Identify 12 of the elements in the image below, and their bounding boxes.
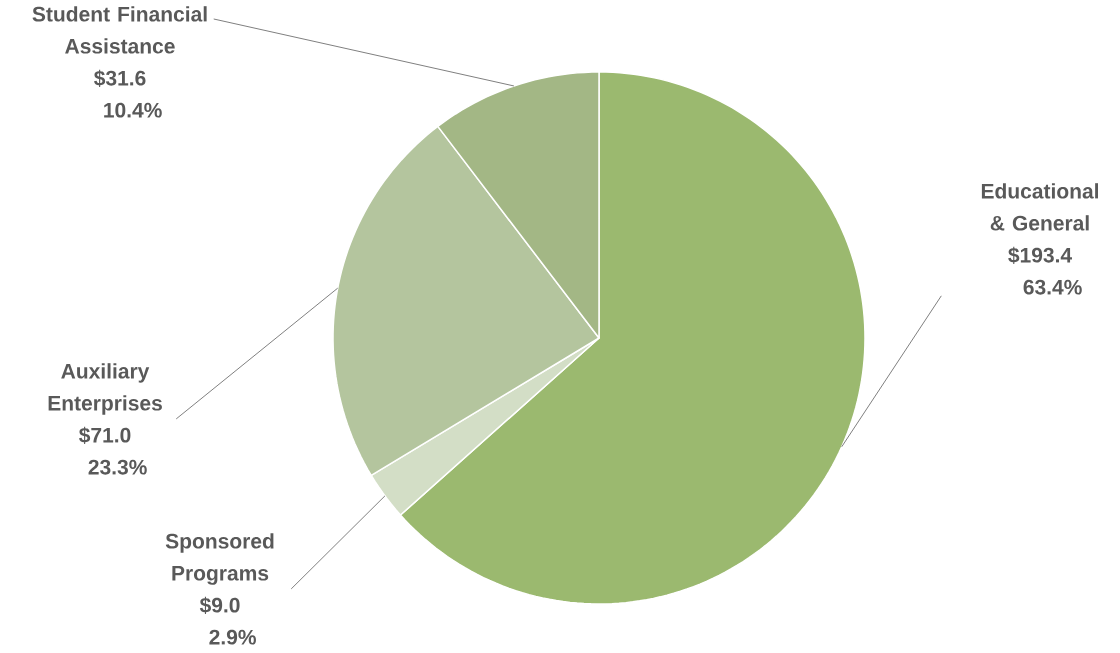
slice-label: Educational & General [981, 183, 1099, 231]
slice-label: Auxiliary Enterprises [48, 363, 162, 415]
text: 63.4% [1023, 279, 1082, 295]
slice-label: Sponsored Programs [165, 533, 274, 585]
text: 2.9% [209, 629, 256, 645]
slice-label: Student Financial Assistance [32, 6, 207, 54]
data-label: $31.6 [94, 69, 146, 87]
data-label: $71.0 [79, 426, 131, 444]
data-label: $193.4 [1008, 246, 1072, 264]
text: 23.3% [88, 459, 147, 475]
text: 10.4% [104, 102, 162, 118]
data-label: $9.0 [199, 596, 240, 614]
